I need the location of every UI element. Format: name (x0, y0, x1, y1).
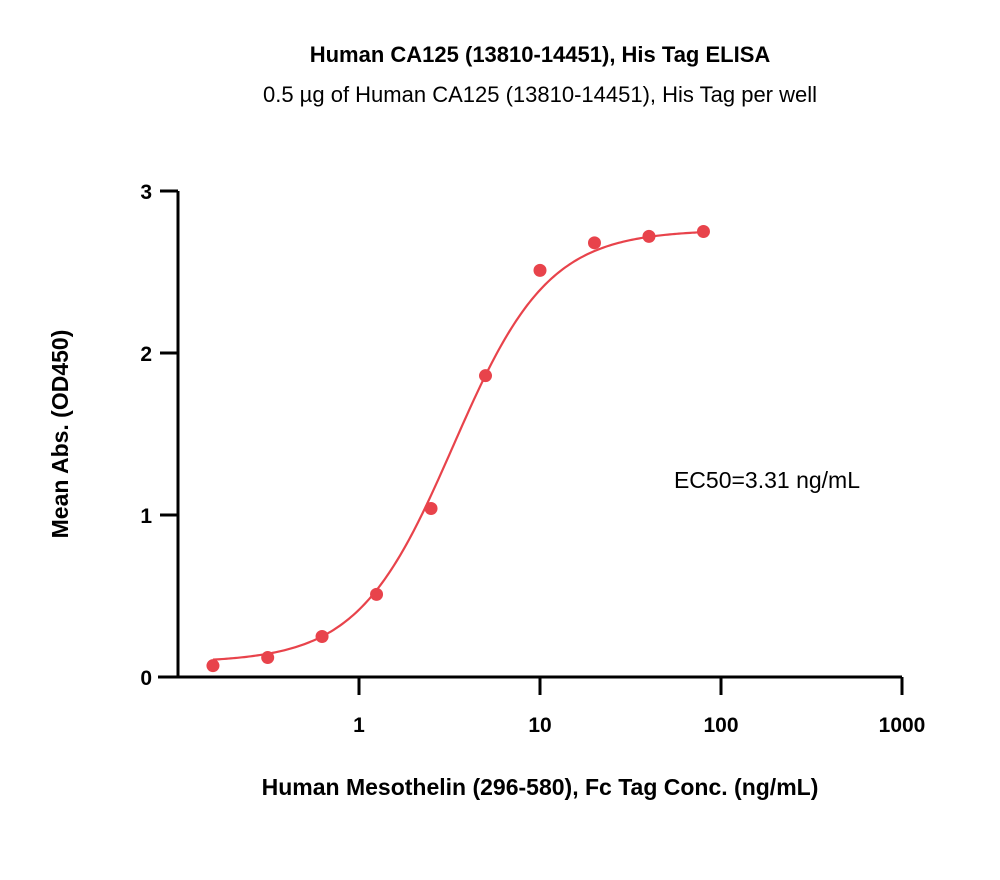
ticks-layer: 0 1 2 3 1 10 100 1000 (140, 181, 925, 737)
data-point (587, 236, 601, 250)
y-tick-label: 1 (140, 505, 152, 528)
x-tick-label: 10 (528, 714, 551, 737)
y-tick-label: 3 (140, 181, 152, 204)
fit-curve (212, 231, 704, 661)
data-point (479, 369, 493, 383)
x-tick-label: 1000 (879, 714, 926, 737)
y-tick-label: 2 (140, 343, 152, 366)
ec50-annotation: EC50=3.31 ng/mL (674, 467, 860, 493)
plot-area: 0 1 2 3 1 10 100 1000 (140, 181, 925, 737)
data-point (261, 651, 275, 665)
points-layer (206, 225, 710, 673)
data-point (206, 659, 220, 673)
chart-subtitle: 0.5 µg of Human CA125 (13810-14451), His… (263, 82, 817, 107)
x-tick-label: 1 (353, 714, 365, 737)
data-point (315, 630, 329, 643)
x-axis-label: Human Mesothelin (296-580), Fc Tag Conc.… (262, 774, 819, 800)
data-point (370, 587, 384, 601)
data-point (424, 502, 438, 516)
data-point (696, 225, 710, 238)
y-axis-label: Mean Abs. (OD450) (47, 330, 73, 539)
chart-title: Human CA125 (13810-14451), His Tag ELISA (310, 42, 771, 67)
data-point (533, 263, 547, 277)
x-tick-label: 100 (703, 714, 738, 737)
data-point (642, 229, 656, 243)
y-tick-label: 0 (140, 667, 152, 690)
